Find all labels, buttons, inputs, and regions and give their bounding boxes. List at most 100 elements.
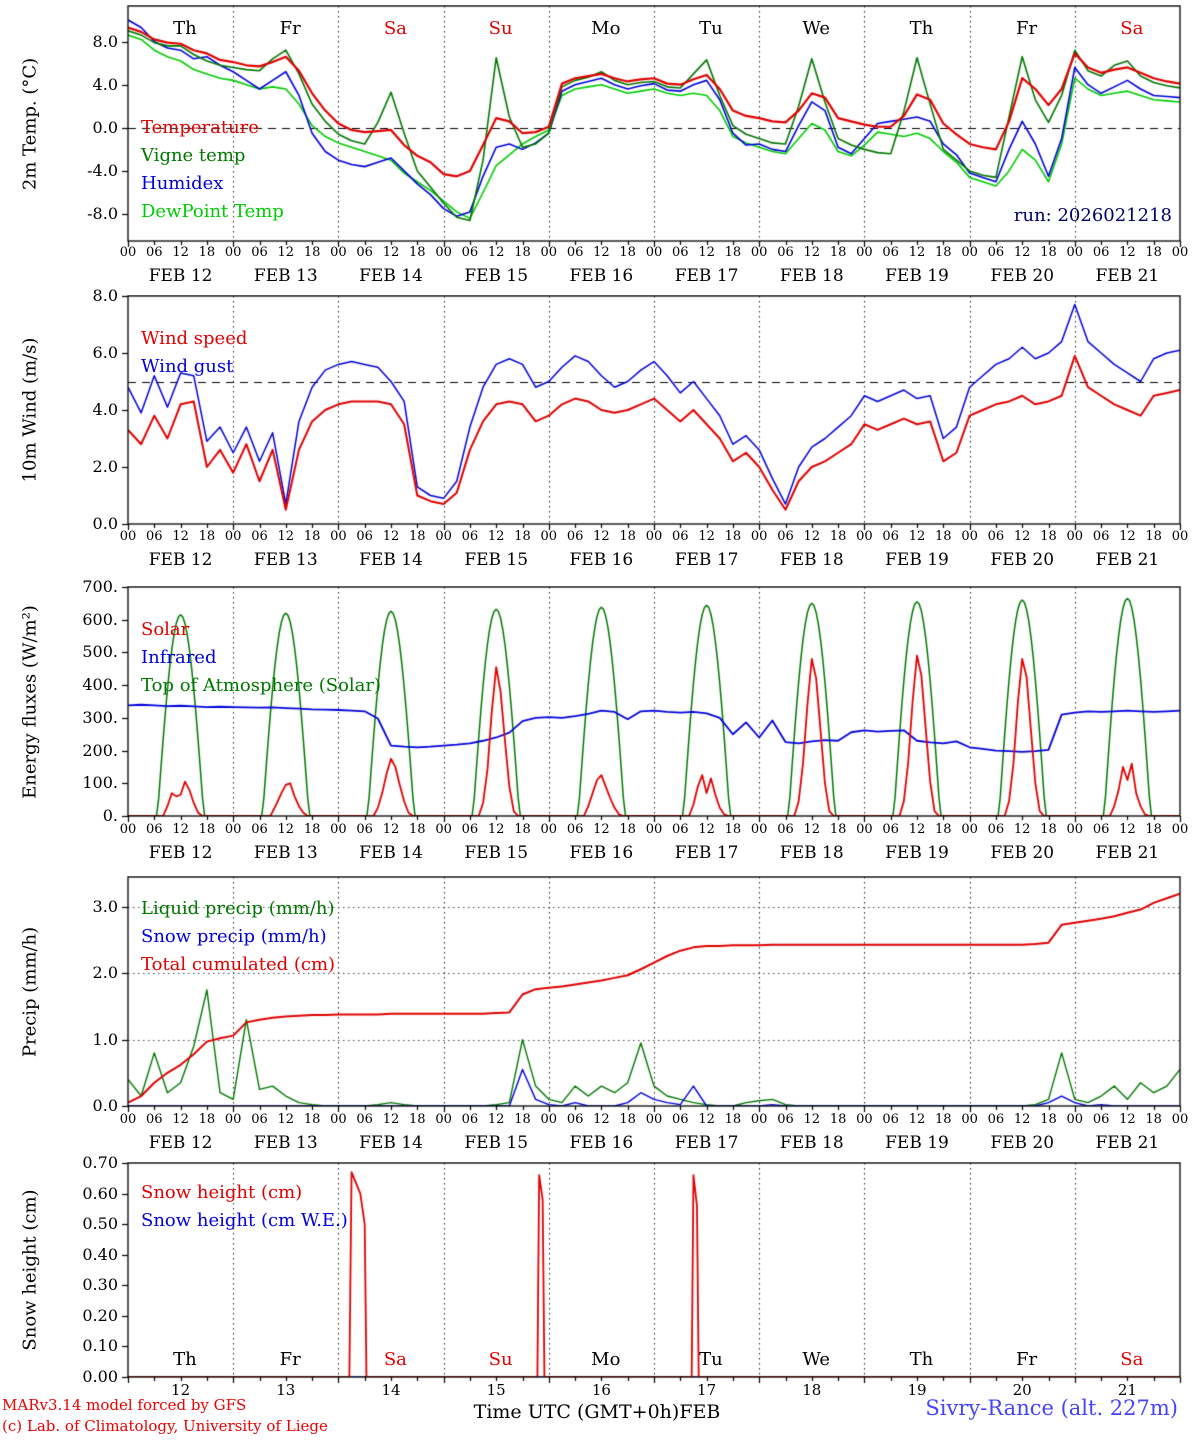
- x-tick-label: 18: [619, 529, 636, 544]
- x-date-label: FEB 21: [1095, 1133, 1160, 1153]
- legend-infrared: Infrared: [141, 647, 217, 668]
- x-date-label: FEB 12: [148, 266, 213, 286]
- legend-liquid-precip-mm-h: Liquid precip (mm/h): [141, 898, 335, 919]
- y-tick-label: 4.0: [92, 74, 118, 94]
- y-axis-title-snow: Snow height (cm): [19, 1189, 41, 1351]
- x-tick-label: 00: [750, 245, 768, 260]
- x-date-label: FEB 18: [779, 843, 844, 863]
- legend-humidex: Humidex: [141, 173, 224, 194]
- x-tick-label: 12: [277, 529, 295, 544]
- x-tick-label: 12: [908, 1112, 926, 1127]
- legend-wind-speed: Wind speed: [141, 328, 248, 349]
- legend-wind-gust: Wind gust: [141, 356, 234, 377]
- x-date-label: FEB 16: [569, 843, 634, 863]
- x-tick-label: 00: [540, 529, 558, 544]
- x-tick-label: 06: [461, 1112, 479, 1127]
- x-tick-label: 12: [803, 1112, 821, 1127]
- x-tick-label: 06: [777, 529, 794, 544]
- x-axis-title: Time UTC (GMT+0h)FEB: [0, 1401, 1194, 1423]
- x-tick-label: 18: [1145, 822, 1162, 837]
- x-tick-label: 00: [330, 822, 347, 837]
- x-tick-label: 00: [1066, 1112, 1084, 1127]
- x-tick-label: 06: [882, 1112, 899, 1127]
- x-tick-label: 00: [1171, 529, 1189, 544]
- x-tick-label: 12: [803, 245, 821, 260]
- x-tick-label: 12: [698, 1112, 715, 1127]
- x-tick-label: 18: [619, 245, 636, 260]
- y-tick-label: 100.: [82, 773, 118, 793]
- y-tick-label: 3.0: [92, 896, 118, 916]
- x-tick-label: 00: [119, 245, 137, 260]
- x-tick-label: 00: [856, 822, 873, 837]
- y-tick-label: 0.20: [82, 1305, 118, 1325]
- x-date-label: FEB 21: [1095, 843, 1160, 863]
- x-date-label: FEB 17: [674, 266, 739, 286]
- x-tick-label: 18: [935, 245, 952, 260]
- legend-vigne-temp: Vigne temp: [141, 145, 246, 166]
- legend-snow-height-cm-w-e: Snow height (cm W.E.): [141, 1210, 348, 1231]
- x-tick-label: 06: [777, 245, 794, 260]
- x-date-label: FEB 21: [1095, 550, 1160, 570]
- x-tick-label: 00: [856, 245, 873, 260]
- x-tick-label: 12: [593, 529, 610, 544]
- day-name-label: Sa: [1120, 1349, 1144, 1370]
- x-tick-label: 00: [224, 245, 242, 260]
- x-tick-label: 12: [277, 822, 295, 837]
- day-name-label: Mo: [591, 18, 621, 39]
- x-tick-label: 12: [172, 1112, 189, 1127]
- x-date-label: FEB 17: [674, 843, 739, 863]
- x-tick-label: 12: [277, 1112, 295, 1127]
- x-tick-label: 00: [224, 1112, 242, 1127]
- x-day-number-label: 15: [486, 1381, 506, 1399]
- x-tick-label: 06: [882, 822, 899, 837]
- x-tick-label: 18: [514, 1112, 531, 1127]
- x-tick-label: 18: [303, 1112, 321, 1127]
- day-name-label: We: [802, 18, 831, 39]
- x-date-label: FEB 13: [253, 550, 318, 570]
- x-tick-label: 18: [829, 245, 847, 260]
- x-tick-label: 12: [593, 1112, 610, 1127]
- x-tick-label: 00: [540, 245, 558, 260]
- y-tick-label: 8.0: [92, 31, 118, 51]
- x-tick-label: 18: [1040, 529, 1057, 544]
- x-tick-label: 12: [382, 245, 400, 260]
- x-tick-label: 18: [1145, 529, 1162, 544]
- x-tick-label: 00: [1066, 245, 1084, 260]
- x-tick-label: 12: [593, 822, 610, 837]
- legend-temperature: Temperature: [141, 117, 259, 138]
- x-tick-label: 00: [750, 822, 768, 837]
- x-tick-label: 12: [1119, 529, 1136, 544]
- x-date-label: FEB 19: [885, 1133, 949, 1153]
- snow-plot-canvas: [121, 1162, 1187, 1385]
- x-tick-label: 18: [514, 529, 531, 544]
- x-tick-label: 18: [935, 1112, 952, 1127]
- x-tick-label: 00: [645, 529, 663, 544]
- x-date-label: FEB 13: [253, 266, 318, 286]
- x-tick-label: 06: [882, 245, 899, 260]
- x-tick-label: 18: [619, 822, 636, 837]
- x-tick-label: 06: [566, 245, 584, 260]
- x-tick-label: 12: [1119, 822, 1136, 837]
- x-tick-label: 18: [1040, 245, 1057, 260]
- month-label: FEB: [679, 1401, 721, 1423]
- x-tick-label: 06: [777, 1112, 794, 1127]
- day-name-label: Fr: [1016, 1349, 1038, 1370]
- x-tick-label: 18: [198, 822, 216, 837]
- x-tick-label: 06: [251, 529, 268, 544]
- x-tick-label: 18: [514, 245, 531, 260]
- x-tick-label: 12: [698, 245, 715, 260]
- y-tick-label: 4.0: [92, 400, 118, 419]
- x-tick-label: 00: [1171, 822, 1189, 837]
- x-tick-label: 18: [1145, 245, 1162, 260]
- x-tick-label: 06: [251, 1112, 268, 1127]
- x-tick-label: 12: [382, 822, 400, 837]
- y-tick-label: 0.0: [92, 1096, 118, 1115]
- x-tick-label: 18: [409, 529, 426, 544]
- x-date-label: FEB 21: [1095, 266, 1160, 286]
- y-tick-label: 200.: [82, 740, 118, 760]
- x-day-number-label: 18: [802, 1381, 822, 1399]
- x-tick-label: 06: [146, 529, 163, 544]
- x-tick-label: 06: [777, 822, 794, 837]
- x-tick-label: 18: [1145, 1112, 1162, 1127]
- y-tick-label: 0.50: [82, 1214, 118, 1234]
